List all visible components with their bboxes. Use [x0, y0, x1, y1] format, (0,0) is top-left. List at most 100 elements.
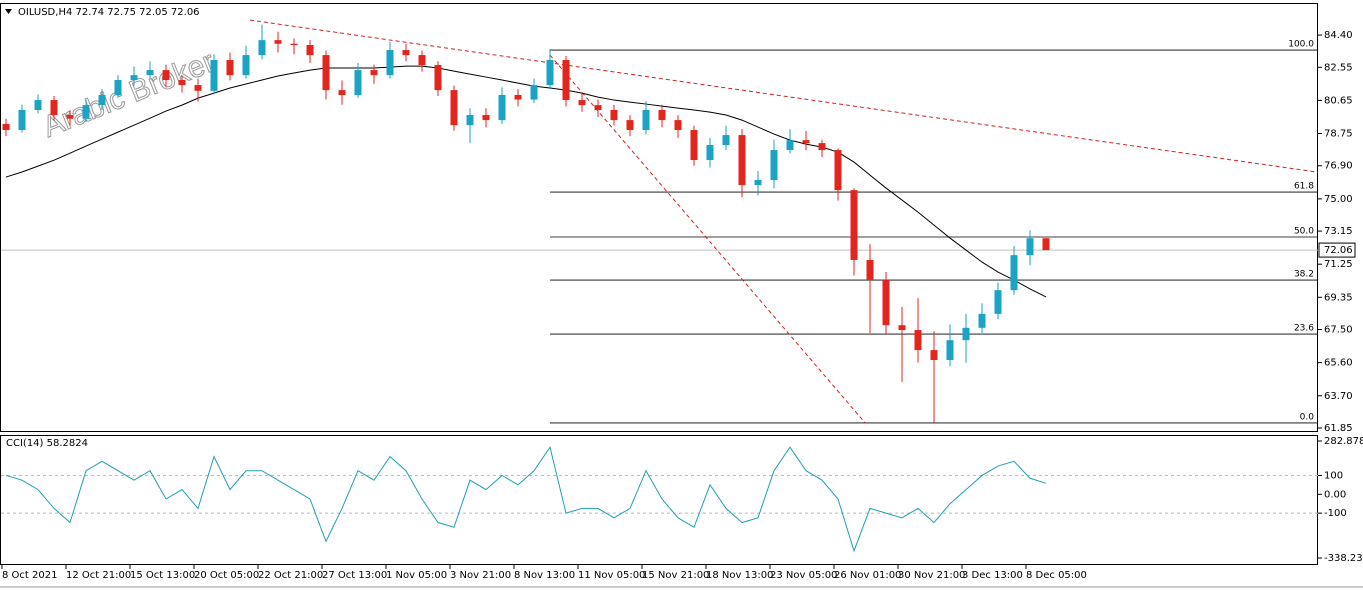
x-tick-label: 26 Nov 01:00 [834, 570, 901, 581]
y-tick-label: 73.15 [1324, 226, 1353, 237]
x-tick-label: 23 Nov 05:00 [770, 570, 837, 581]
cci-tick-label: 0.00 [1324, 489, 1346, 500]
x-tick-label: 22 Oct 21:00 [258, 570, 323, 581]
y-tick-label: 65.60 [1324, 358, 1353, 369]
x-tick-label: 3 Nov 21:00 [450, 570, 511, 581]
price-panel [0, 3, 1318, 432]
fib-label: 61.8 [1294, 182, 1314, 192]
candle-body [834, 150, 842, 191]
candle-body [418, 55, 426, 66]
cci-tick-label: -100 [1324, 508, 1347, 519]
y-tick-label: 82.55 [1324, 62, 1353, 73]
cci-tick-label: 282.8785 [1324, 436, 1363, 447]
y-tick-label: 67.50 [1324, 325, 1353, 336]
menu-arrow [5, 9, 12, 14]
candle-body [434, 65, 442, 91]
fib-label: 50.0 [1294, 227, 1314, 237]
candle-body [178, 80, 186, 86]
candle-body [386, 50, 394, 76]
x-tick-label: 12 Oct 21:00 [66, 570, 131, 581]
moving-average [5, 65, 1047, 298]
candle-body [146, 70, 154, 76]
cci-tick-label: 100 [1324, 470, 1343, 481]
cci-line [5, 445, 1047, 553]
candle-body [98, 95, 106, 106]
cci-title: CCI(14) 58.2824 [6, 438, 88, 449]
x-tick-label: 15 Nov 21:00 [642, 570, 709, 581]
candle-body [946, 340, 954, 361]
candle-body [514, 95, 522, 100]
candle-body [322, 55, 330, 91]
candle-body [34, 100, 42, 110]
x-tick-label: 8 Dec 05:00 [1026, 570, 1087, 581]
cci-tick-label: -338.239 [1324, 553, 1363, 564]
x-tick-label: 8 Nov 13:00 [514, 570, 575, 581]
candle-body [370, 70, 378, 76]
candle-body [1010, 255, 1018, 291]
candle-body [498, 95, 506, 121]
x-tick-label: 11 Nov 05:00 [578, 570, 645, 581]
candle-body [242, 55, 250, 76]
candle-body [466, 115, 474, 126]
x-tick-label: 20 Oct 05:00 [194, 570, 259, 581]
candle-body [930, 350, 938, 361]
candle-body [82, 105, 90, 119]
candle-body [562, 59, 570, 101]
candle-body [1026, 238, 1034, 256]
candle-body [114, 80, 122, 96]
candle-body [626, 120, 634, 131]
trendline [249, 19, 1319, 173]
candle-body [50, 100, 58, 116]
price-box [1318, 242, 1356, 258]
y-tick-label: 80.65 [1324, 95, 1353, 106]
candle-body [130, 75, 138, 81]
candle-body [962, 327, 970, 341]
y-tick-label: 69.35 [1324, 292, 1353, 303]
candle-body [690, 130, 698, 160]
candle-body [530, 85, 538, 100]
candle-body [978, 313, 986, 328]
candle-body [2, 123, 10, 131]
x-tick-label: 18 Nov 13:00 [706, 570, 773, 581]
x-tick-label: 8 Oct 2021 [2, 570, 57, 581]
y-tick-label: 75.00 [1324, 194, 1353, 205]
watermark: Arabic Broker [38, 45, 219, 144]
candle-body [162, 70, 170, 81]
fib-label: 100.0 [1288, 40, 1314, 50]
x-tick-label: 30 Nov 21:00 [898, 570, 965, 581]
candle-body [274, 40, 282, 44]
y-tick-label: 84.40 [1324, 30, 1353, 41]
candle-body [66, 115, 74, 119]
candle-body [354, 70, 362, 96]
candle-body [306, 44, 314, 56]
candle-body [18, 109, 26, 131]
trendline [549, 54, 866, 424]
candle-body [754, 180, 762, 186]
candle-body [258, 40, 266, 56]
candle-body [882, 280, 890, 326]
candle-body [338, 90, 346, 96]
cci-panel [0, 435, 1318, 565]
candle-body [738, 135, 746, 186]
fib-label: 0.0 [1300, 412, 1315, 422]
candle-body [706, 145, 714, 160]
candle-body [722, 135, 730, 146]
candle-body [786, 140, 794, 151]
x-tick-label: 1 Nov 05:00 [386, 570, 447, 581]
candle-body [850, 190, 858, 261]
candle-body [546, 59, 554, 86]
candle-body [1042, 238, 1050, 251]
candle-body [642, 109, 650, 131]
x-tick-label: 27 Oct 13:00 [322, 570, 387, 581]
candle-body [898, 325, 906, 331]
candle-body [802, 140, 810, 144]
y-tick-label: 76.90 [1324, 161, 1353, 172]
candle-body [194, 85, 202, 91]
candle-body [226, 59, 234, 76]
chart-title: OILUSD,H4 72.74 72.75 72.05 72.06 [18, 7, 200, 18]
price-label: 72.06 [1324, 245, 1353, 256]
candle-body [610, 109, 618, 121]
candle-body [994, 290, 1002, 314]
candle-body [818, 143, 826, 151]
candle-body [674, 120, 682, 131]
